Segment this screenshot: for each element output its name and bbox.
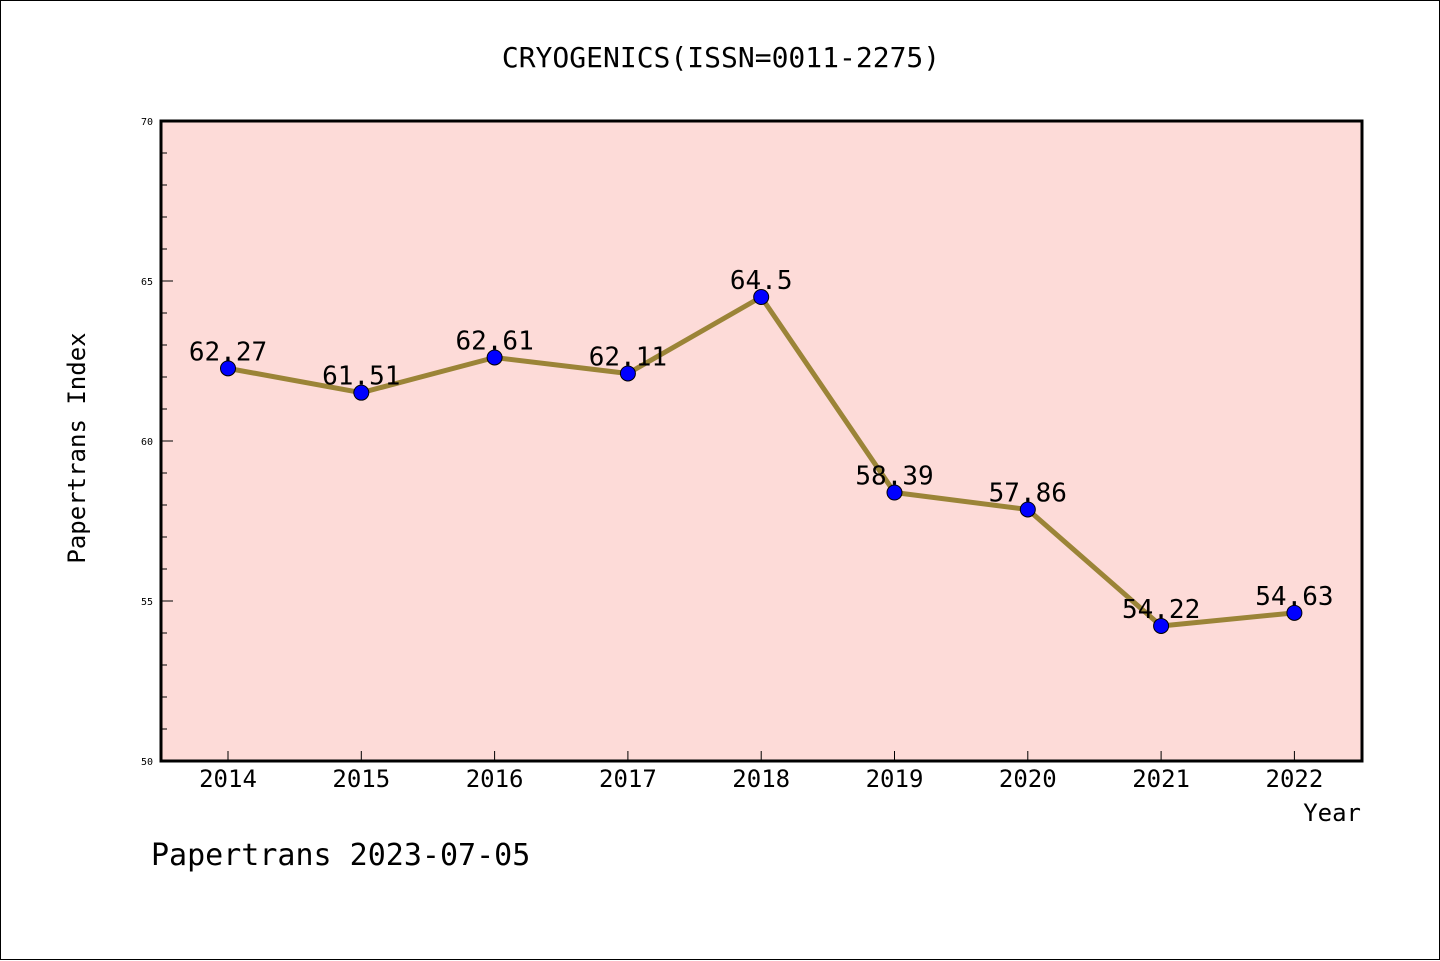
data-label: 62.27 <box>189 337 267 367</box>
plot-border <box>159 119 1364 763</box>
data-point <box>486 349 503 366</box>
x-tick-label: 2020 <box>999 765 1057 793</box>
data-label: 54.63 <box>1255 582 1333 612</box>
plot-area <box>161 121 1362 761</box>
x-tick-label: 2016 <box>466 765 524 793</box>
data-label: 64.5 <box>730 266 793 296</box>
data-point <box>619 365 636 382</box>
data-label: 62.61 <box>455 326 533 356</box>
data-label: 58.39 <box>855 462 933 492</box>
y-tick-label: 55 <box>141 597 153 608</box>
x-tick-label: 2015 <box>332 765 390 793</box>
data-point <box>1019 501 1036 518</box>
x-tick-label: 2018 <box>732 765 790 793</box>
x-tick-label: 2019 <box>866 765 924 793</box>
y-axis-ticks: 50 55 60 65 70 <box>141 117 153 768</box>
x-tick-label: 2022 <box>1266 765 1324 793</box>
x-tick-label: 2017 <box>599 765 657 793</box>
data-point <box>1153 617 1170 634</box>
y-tick-label: 65 <box>141 277 153 288</box>
data-labels: 62.27 61.51 62.61 62.11 64.5 58.39 57.86 54.22 5… <box>189 266 1334 625</box>
y-tick-label: 50 <box>141 757 153 768</box>
data-label: 57.86 <box>989 478 1067 508</box>
x-tick-label: 2021 <box>1132 765 1190 793</box>
data-point <box>353 384 370 401</box>
data-label: 62.11 <box>589 342 667 372</box>
y-tick-label: 60 <box>141 437 153 448</box>
y-tick-label: 70 <box>141 117 153 128</box>
y-axis-label: Papertrans Index <box>63 332 91 563</box>
data-label: 54.22 <box>1122 595 1200 625</box>
x-axis-ticks: 2014 2015 2016 2017 2018 2019 2020 2021 2022 <box>199 751 1323 793</box>
footer-source: Papertrans 2023-07-05 <box>151 838 530 873</box>
data-label: 61.51 <box>322 362 400 392</box>
x-axis-label: Year <box>1303 799 1361 827</box>
chart-title: CRYOGENICS(ISSN=0011-2275) <box>502 41 940 74</box>
data-point <box>753 289 770 305</box>
data-point <box>1286 604 1303 621</box>
x-tick-label: 2014 <box>199 765 257 793</box>
data-markers <box>220 289 1303 634</box>
data-point <box>886 484 903 501</box>
data-point <box>220 360 236 377</box>
